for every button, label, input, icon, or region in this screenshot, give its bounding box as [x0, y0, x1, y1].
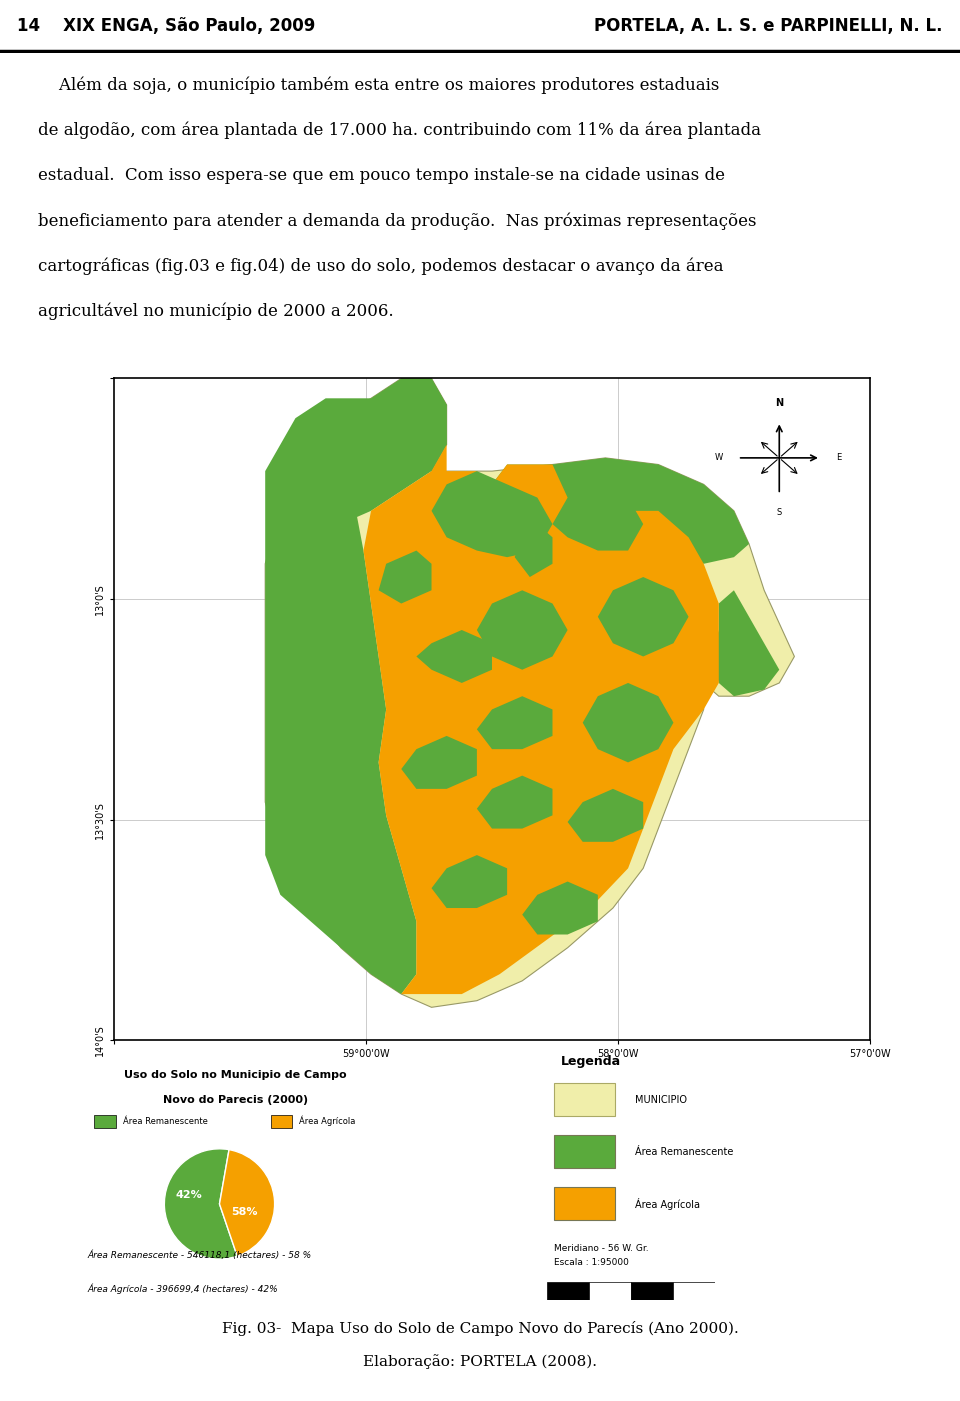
Bar [589, 1282, 632, 1300]
Bar [554, 1135, 614, 1168]
Text: estadual.  Com isso espera-se que em pouco tempo instale-se na cidade usinas de: estadual. Com isso espera-se que em pouc… [38, 167, 726, 184]
Wedge shape [164, 1149, 237, 1259]
Polygon shape [492, 458, 749, 563]
Bar [632, 1282, 674, 1300]
Polygon shape [522, 881, 598, 934]
Text: Escala : 1:95000: Escala : 1:95000 [554, 1258, 629, 1268]
Polygon shape [477, 776, 553, 828]
Text: cartográficas (fig.03 e fig.04) de uso do solo, podemos destacar o avanço da áre: cartográficas (fig.03 e fig.04) de uso d… [38, 258, 724, 275]
Polygon shape [711, 590, 780, 696]
Text: agricultável no município de 2000 a 2006.: agricultável no município de 2000 a 2006… [38, 303, 394, 321]
Bar [554, 1083, 614, 1117]
Text: Legenda: Legenda [561, 1055, 621, 1068]
Polygon shape [431, 855, 507, 908]
Polygon shape [265, 444, 417, 995]
Text: Além da soja, o município também esta entre os maiores produtores estaduais: Além da soja, o município também esta en… [38, 77, 720, 94]
Text: PORTELA, A. L. S. e PARPINELLI, N. L.: PORTELA, A. L. S. e PARPINELLI, N. L. [594, 17, 943, 35]
Bar [94, 1115, 115, 1128]
Polygon shape [417, 630, 492, 682]
Polygon shape [364, 444, 719, 995]
Polygon shape [265, 378, 795, 1007]
Text: 14    XIX ENGA, São Paulo, 2009: 14 XIX ENGA, São Paulo, 2009 [17, 17, 316, 35]
Text: Área Agrícola: Área Agrícola [635, 1198, 700, 1209]
Polygon shape [515, 524, 553, 577]
Polygon shape [583, 682, 673, 762]
Text: beneficiamento para atender a demanda da produção.  Nas próximas representações: beneficiamento para atender a demanda da… [38, 213, 756, 230]
Text: N: N [776, 398, 783, 408]
Text: Área Agrícola: Área Agrícola [300, 1117, 355, 1126]
Text: Uso do Solo no Municipio de Campo: Uso do Solo no Municipio de Campo [124, 1070, 347, 1080]
Polygon shape [477, 590, 567, 670]
Text: 58%: 58% [231, 1208, 257, 1217]
Text: Área Remanescente: Área Remanescente [635, 1146, 733, 1157]
Text: Meridiano - 56 W. Gr.: Meridiano - 56 W. Gr. [554, 1244, 649, 1252]
Text: MUNICIPIO: MUNICIPIO [635, 1094, 686, 1104]
Polygon shape [401, 736, 477, 789]
Polygon shape [265, 378, 446, 563]
Bar [554, 1187, 614, 1220]
Wedge shape [220, 1150, 275, 1257]
Text: Área Agrícola - 396699,4 (hectares) - 42%: Área Agrícola - 396699,4 (hectares) - 42… [87, 1283, 278, 1295]
Text: W: W [714, 454, 723, 462]
Bar [547, 1282, 589, 1300]
Polygon shape [401, 378, 446, 471]
Bar [674, 1282, 715, 1300]
Polygon shape [378, 551, 431, 604]
Polygon shape [431, 471, 553, 558]
Polygon shape [553, 485, 643, 551]
Text: Novo do Parecis (2000): Novo do Parecis (2000) [163, 1096, 308, 1105]
Polygon shape [567, 789, 643, 842]
Polygon shape [598, 577, 688, 657]
Text: Fig. 03-  Mapa Uso do Solo de Campo Novo do Parecís (Ano 2000).: Fig. 03- Mapa Uso do Solo de Campo Novo … [222, 1321, 738, 1337]
Text: Área Remanescente - 546118,1 (hectares) - 58 %: Área Remanescente - 546118,1 (hectares) … [87, 1251, 312, 1261]
Text: 42%: 42% [176, 1191, 203, 1201]
Text: Área Remanescente: Área Remanescente [123, 1117, 207, 1126]
Text: S: S [777, 507, 781, 517]
Text: de algodão, com área plantada de 17.000 ha. contribuindo com 11% da área plantad: de algodão, com área plantada de 17.000 … [38, 122, 761, 139]
Polygon shape [477, 696, 553, 750]
Text: Elaboração: PORTELA (2008).: Elaboração: PORTELA (2008). [363, 1355, 597, 1369]
Bar [271, 1115, 292, 1128]
Text: E: E [836, 454, 841, 462]
